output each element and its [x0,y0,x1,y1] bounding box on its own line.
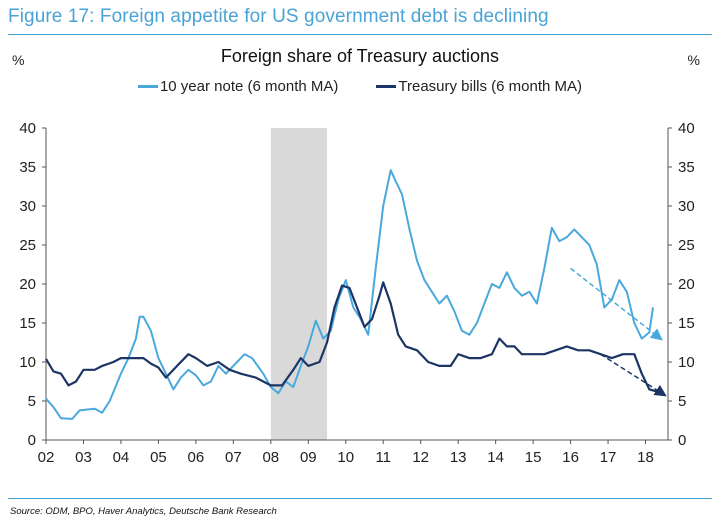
y-tick-label-left: 5 [28,393,36,410]
y-tick-label-right: 0 [678,432,686,449]
trend-arrow-treasury-bills [600,353,667,397]
x-tick-label: 06 [188,449,205,466]
x-tick-label: 04 [113,449,130,466]
y-tick-label-left: 25 [19,237,36,254]
chart-title: Foreign share of Treasury auctions [220,46,500,66]
x-tick-label: 10 [337,449,354,466]
y-tick-label-right: 5 [678,393,686,410]
trend-arrow-10-year-note [570,267,663,341]
legend-swatch-treasury-bills [376,85,397,88]
x-tick-label: 13 [450,449,467,466]
y-tick-label-right: 20 [678,276,695,293]
legend-item-treasury-bills: Treasury bills (6 month MA) [376,78,582,95]
y-tick-label-right: 35 [678,159,695,176]
y-tick-label-right: 25 [678,237,695,254]
x-tick-label: 17 [600,449,617,466]
y-tick-label-right: 30 [678,198,695,215]
x-tick-label: 03 [75,449,92,466]
legend-label-treasury-bills: Treasury bills (6 month MA) [398,78,583,95]
series-line-10-year-note [45,169,654,420]
y-tick-label-left: 10 [19,354,36,371]
x-tick-label: 15 [525,449,542,466]
y-tick-label-left: 30 [19,198,36,215]
title-divider [8,34,712,35]
x-tick-label: 18 [637,449,654,466]
y-tick-label-left: 40 [19,120,36,137]
source-note: Source: ODM, BPO, Haver Analytics, Deuts… [10,506,277,517]
footer-divider [8,498,712,499]
x-tick-label: 02 [38,449,55,466]
x-tick-label: 05 [150,449,167,466]
y-tick-label-left: 15 [19,315,36,332]
x-tick-label: 07 [225,449,242,466]
x-tick-label: 14 [487,449,504,466]
y-tick-label-left: 35 [19,159,36,176]
y-tick-label-left: 20 [19,276,36,293]
x-tick-label: 11 [375,449,391,466]
x-tick-label: 09 [300,449,317,466]
figure-title: Figure 17: Foreign appetite for US gover… [8,6,549,27]
series-line-treasury-bills [45,281,658,393]
right-axis-unit: % [687,52,700,68]
legend-label-10-year-note: 10 year note (6 month MA) [159,78,339,95]
y-tick-label-right: 15 [678,315,695,332]
y-tick-label-right: 10 [678,354,695,371]
legend-swatch-10-year-note [137,85,158,88]
legend-item-10-year-note: 10 year note (6 month MA) [137,78,339,95]
x-tick-label: 12 [412,449,429,466]
left-axis-unit: % [12,52,25,68]
legend: 10 year note (6 month MA) Treasury bills… [0,78,720,95]
x-tick-label: 16 [562,449,579,466]
y-tick-label-right: 40 [678,120,695,137]
y-tick-label-left: 0 [28,432,36,449]
x-tick-label: 08 [262,449,279,466]
shaded-period [270,128,328,440]
